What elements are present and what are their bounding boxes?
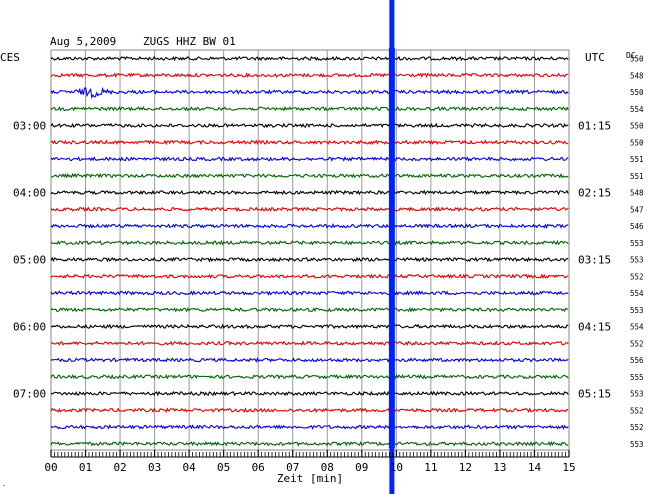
dc-value: 552 (630, 423, 644, 432)
right-hour-label: 02:15 (578, 187, 611, 200)
plot-frame (50, 49, 570, 451)
dc-value: 553 (630, 440, 644, 449)
dc-value: 554 (630, 323, 644, 332)
dc-value: 548 (630, 71, 644, 80)
plot-grid (50, 49, 570, 451)
event-marker-band (388, 48, 395, 448)
trace-row-14 (50, 290, 569, 296)
left-hour-label: 05:00 (13, 254, 46, 267)
dc-value: 553 (630, 256, 644, 265)
trace-row-10 (50, 222, 569, 230)
trace-row-20 (50, 390, 569, 397)
trace-row-4 (50, 122, 569, 129)
dc-value: 555 (630, 373, 644, 382)
dc-value: 547 (630, 205, 644, 214)
dc-value: 550 (630, 138, 644, 147)
x-tick-label: 09 (355, 461, 368, 474)
x-tick-label: 15 (562, 461, 575, 474)
dc-value: 553 (630, 306, 644, 315)
trace-row-18 (50, 357, 569, 364)
x-tick-label: 00 (44, 461, 57, 474)
dc-value: 552 (630, 406, 644, 415)
trace-row-17 (50, 340, 569, 346)
trace-row-11 (50, 239, 569, 246)
x-tick-label: 10 (390, 461, 403, 474)
header-date: Aug 5,2009 (50, 35, 116, 48)
trace-row-9 (50, 206, 569, 213)
trace-row-22 (50, 424, 569, 431)
trace-row-12 (50, 256, 569, 263)
x-tick-label: 01 (79, 461, 92, 474)
right-hour-label: 05:15 (578, 388, 611, 401)
x-tick-label: 13 (493, 461, 506, 474)
x-tick-label: 06 (252, 461, 265, 474)
dc-value: 546 (630, 222, 644, 231)
dc-value: 553 (630, 239, 644, 248)
trace-row-7 (50, 172, 569, 179)
x-tick-label: 11 (424, 461, 437, 474)
x-tick-label: 08 (321, 461, 334, 474)
trace-row-8 (50, 189, 569, 196)
trace-row-0 (50, 55, 569, 62)
dc-value: 550 (630, 122, 644, 131)
x-tick-label: 05 (217, 461, 230, 474)
trace-row-19 (50, 373, 569, 380)
left-hour-label: 06:00 (13, 321, 46, 334)
corner-mark: . (2, 480, 6, 488)
dc-value: 551 (630, 155, 644, 164)
dc-value: 556 (630, 356, 644, 365)
right-hour-label: 01:15 (578, 120, 611, 133)
trace-row-23 (50, 440, 569, 447)
x-tick-label: 12 (459, 461, 472, 474)
right-hour-label: 04:15 (578, 321, 611, 334)
trace-row-21 (50, 407, 569, 414)
right-timezone-label: UTC (585, 51, 605, 64)
dc-value: 550 (630, 55, 644, 64)
dc-column-label: DC (626, 51, 636, 60)
trace-lines (50, 0, 569, 494)
x-tick-label: 04 (183, 461, 197, 474)
left-hour-label: 07:00 (13, 388, 46, 401)
trace-row-3 (50, 105, 569, 112)
x-axis-label: Zeit [min] (277, 472, 343, 485)
trace-row-15 (50, 306, 569, 313)
x-tick-label: 14 (528, 461, 542, 474)
right-hour-label: 03:15 (578, 254, 611, 267)
trace-row-13 (50, 273, 569, 280)
x-tick-label: 02 (113, 461, 126, 474)
trace-row-16 (50, 323, 569, 330)
trace-row-1 (50, 72, 569, 79)
x-tick-label: 07 (286, 461, 299, 474)
dc-value: 552 (630, 339, 644, 348)
dc-value: 548 (630, 189, 644, 198)
left-hour-label: 03:00 (13, 120, 46, 133)
dc-value: 552 (630, 272, 644, 281)
dc-value: 551 (630, 172, 644, 181)
trace-row-2 (50, 86, 569, 100)
row-labels: 03:00 04:00 05:00 06:00 07:00 01:15 02:15 03:15… (13, 55, 644, 449)
dc-value: 554 (630, 105, 644, 114)
x-tick-label: 03 (148, 461, 161, 474)
dc-value: 553 (630, 390, 644, 399)
dc-value: 554 (630, 289, 644, 298)
left-timezone-label: CES (0, 51, 20, 64)
x-axis-ticks: 00 01 02 03 04 05 06 07 08 09 10 11 12 13 14 15 (44, 450, 576, 474)
left-hour-label: 04:00 (13, 187, 46, 200)
header-station: ZUGS HHZ BW 01 (143, 35, 236, 48)
dc-value: 550 (630, 88, 644, 97)
trace-row-6 (50, 156, 569, 162)
trace-row-5 (50, 139, 569, 146)
